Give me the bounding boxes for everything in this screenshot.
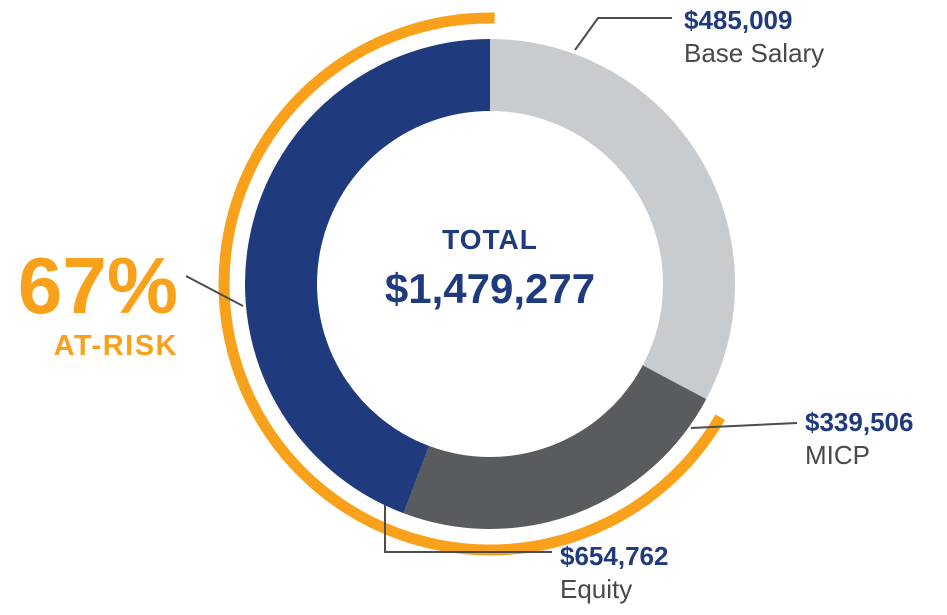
micp-callout-line [690, 422, 798, 429]
base-salary-amount: $485,009 [684, 5, 793, 35]
donut-segment-equity [245, 39, 491, 514]
total-label: TOTAL [442, 224, 538, 255]
equity-name: Equity [560, 574, 633, 604]
donut-center-label: TOTAL $1,479,277 [340, 224, 640, 313]
donut-segment-base-salary [489, 39, 735, 400]
equity-label: $654,762 Equity [560, 540, 668, 607]
base-salary-callout-line [574, 17, 672, 51]
micp-amount: $339,506 [805, 407, 914, 437]
at-risk-label: 67% AT-RISK [0, 246, 178, 363]
donut-segment-micp [403, 364, 707, 529]
at-risk-percent: 67% [17, 241, 178, 330]
micp-label: $339,506 MICP [805, 406, 913, 473]
base-salary-name: Base Salary [684, 38, 825, 68]
micp-name: MICP [805, 440, 870, 470]
total-amount: $1,479,277 [384, 265, 596, 312]
equity-callout-line [384, 505, 552, 553]
at-risk-callout-line [185, 275, 244, 307]
equity-amount: $654,762 [560, 541, 669, 571]
at-risk-word: AT-RISK [53, 330, 178, 362]
base-salary-label: $485,009 Base Salary [684, 4, 824, 71]
at-risk-arc [218, 12, 726, 556]
